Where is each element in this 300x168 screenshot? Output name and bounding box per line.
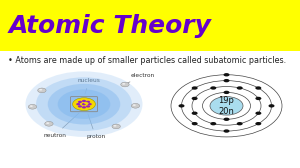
Text: 19p
20n: 19p 20n: [219, 96, 234, 116]
Circle shape: [86, 101, 90, 103]
Circle shape: [113, 125, 116, 127]
Circle shape: [210, 122, 216, 125]
Circle shape: [36, 77, 132, 131]
Circle shape: [86, 105, 90, 108]
Circle shape: [224, 129, 230, 133]
Circle shape: [82, 103, 86, 105]
Text: Atomic Theory: Atomic Theory: [9, 14, 212, 38]
Circle shape: [210, 97, 243, 115]
Circle shape: [78, 101, 82, 103]
Circle shape: [133, 104, 136, 106]
Circle shape: [46, 122, 49, 124]
Circle shape: [268, 104, 274, 108]
Circle shape: [224, 91, 230, 94]
Circle shape: [255, 122, 261, 125]
Circle shape: [76, 103, 80, 105]
Circle shape: [237, 122, 243, 125]
Circle shape: [192, 122, 198, 125]
Circle shape: [26, 71, 142, 137]
Circle shape: [88, 103, 92, 105]
Circle shape: [28, 104, 37, 109]
Circle shape: [112, 124, 120, 129]
Circle shape: [192, 86, 198, 90]
Bar: [0, 0, 300, 51]
Text: • Atoms are made up of smaller particles called subatomic particles.: • Atoms are made up of smaller particles…: [8, 56, 286, 65]
Circle shape: [84, 102, 88, 104]
Circle shape: [30, 105, 33, 107]
Circle shape: [131, 103, 140, 108]
Circle shape: [255, 112, 261, 115]
Circle shape: [58, 89, 110, 119]
Circle shape: [122, 83, 125, 85]
Circle shape: [121, 82, 129, 87]
Text: neutron: neutron: [43, 113, 79, 138]
Circle shape: [48, 84, 120, 124]
Circle shape: [38, 88, 46, 93]
Circle shape: [78, 105, 82, 108]
Circle shape: [224, 79, 230, 82]
Circle shape: [237, 86, 243, 90]
Circle shape: [178, 104, 184, 108]
Circle shape: [39, 89, 42, 91]
Circle shape: [73, 98, 95, 111]
Circle shape: [192, 112, 198, 115]
Circle shape: [210, 86, 216, 90]
Circle shape: [192, 97, 198, 100]
Circle shape: [82, 106, 86, 109]
Circle shape: [255, 97, 261, 100]
Text: proton: proton: [86, 114, 105, 139]
Circle shape: [224, 118, 230, 121]
Text: nucleus: nucleus: [78, 78, 101, 94]
Circle shape: [82, 100, 86, 102]
Circle shape: [224, 73, 230, 76]
Circle shape: [255, 86, 261, 90]
Circle shape: [45, 121, 53, 126]
Text: electron: electron: [128, 73, 154, 83]
